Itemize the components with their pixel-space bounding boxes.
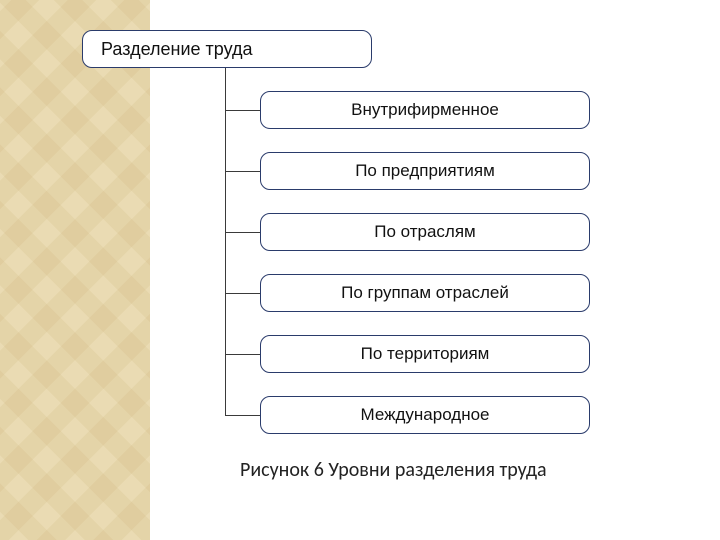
root-node-label: Разделение труда [101, 39, 252, 60]
decorative-background-strip [0, 0, 150, 540]
root-node: Разделение труда [82, 30, 372, 68]
child-node-label: По группам отраслей [341, 283, 509, 303]
child-node: Внутрифирменное [260, 91, 590, 129]
figure-caption: Рисунок 6 Уровни разделения труда [240, 458, 547, 482]
child-node-label: По предприятиям [355, 161, 495, 181]
child-node: По группам отраслей [260, 274, 590, 312]
child-node-label: По территориям [361, 344, 490, 364]
child-node: По предприятиям [260, 152, 590, 190]
child-node-label: Внутрифирменное [351, 100, 499, 120]
child-node: По отраслям [260, 213, 590, 251]
child-node-label: Международное [360, 405, 489, 425]
child-node-label: По отраслям [374, 222, 476, 242]
child-node: Международное [260, 396, 590, 434]
child-node: По территориям [260, 335, 590, 373]
